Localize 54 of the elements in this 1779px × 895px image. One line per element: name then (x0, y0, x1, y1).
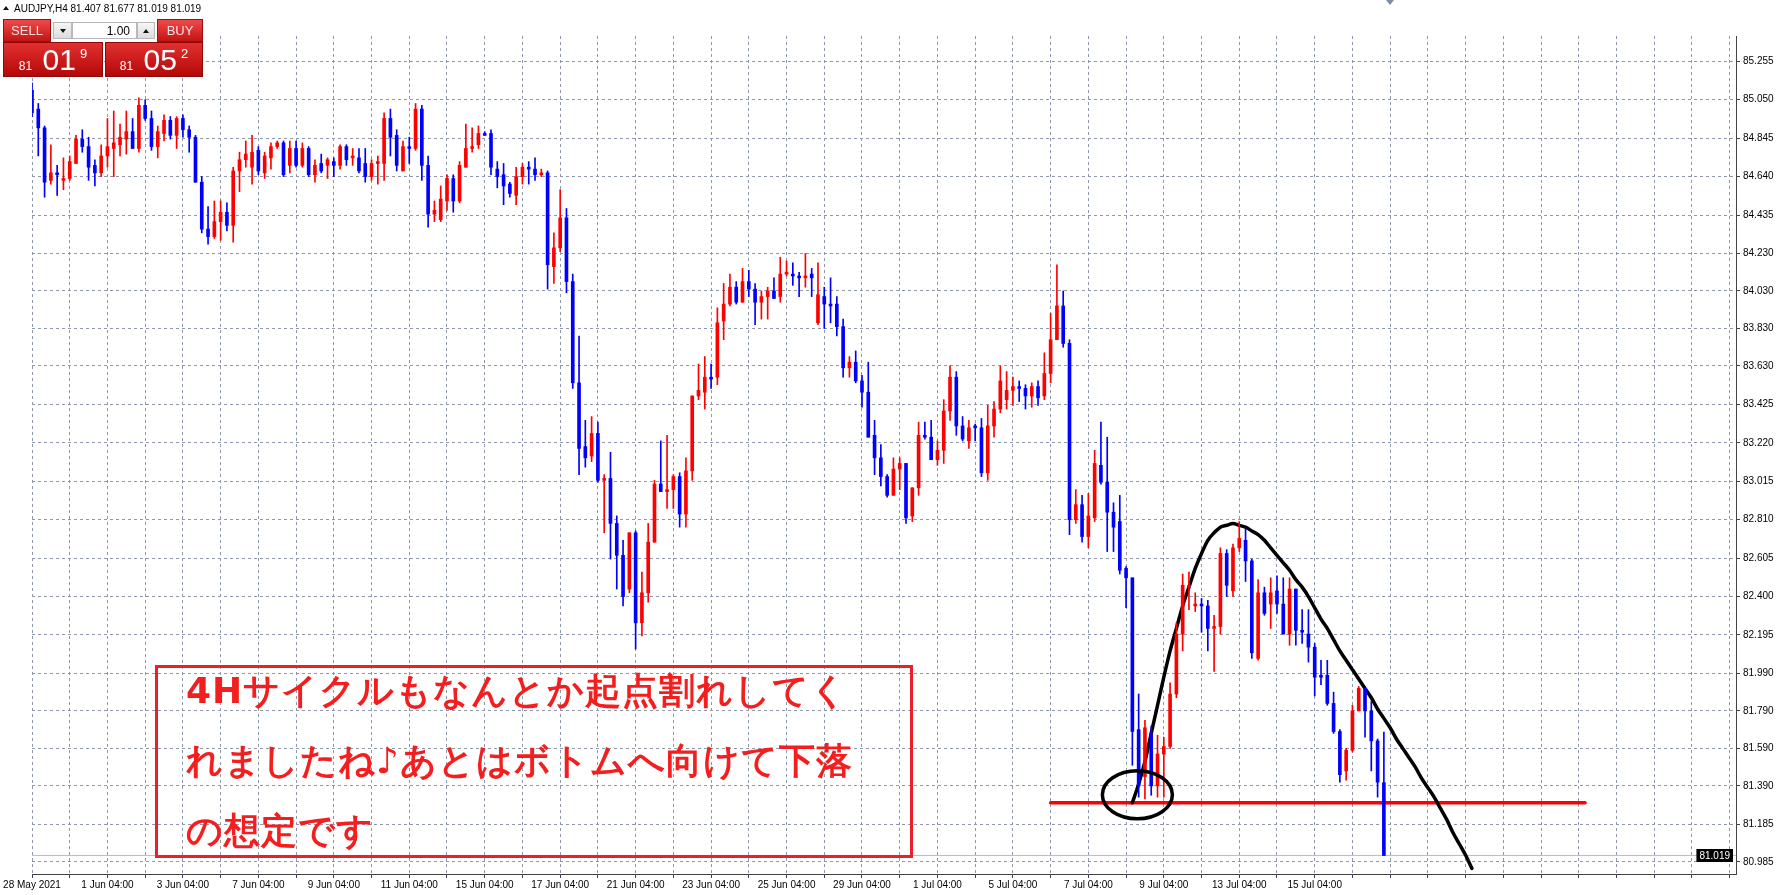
price-box: 81 05$^{2}$ (105, 42, 203, 77)
y-tick-label: 85.255 (1743, 55, 1775, 67)
x-tick-label: 1 Jul 04:00 (912, 878, 963, 890)
y-tick-label: 82.605 (1743, 551, 1775, 563)
y-tick-label: 83.630 (1743, 359, 1775, 371)
x-tick-label: 23 Jun 04:00 (682, 878, 741, 890)
x-tick-label: 15 Jun 04:00 (455, 878, 515, 890)
x-tick-label: 5 Jul 04:00 (988, 878, 1038, 890)
x-tick-label: 1 Jun 04:00 (81, 878, 135, 890)
y-tick-label: 84.030 (1743, 284, 1775, 296)
y-tick-label: 81.185 (1743, 818, 1775, 830)
y-tick-label: 83.220 (1743, 436, 1775, 448)
annotation: SELL (11, 23, 43, 38)
annotation: 4Hサイクルもなんとか起点割れしてくれましたね♪あとはボトムへ向けて下落の想定です (186, 669, 854, 853)
x-tick-label: 13 Jul 04:00 (1212, 878, 1267, 890)
x-tick-label: 7 Jun 04:00 (232, 878, 285, 890)
y-tick-label: 83.015 (1743, 475, 1775, 486)
x-tick-label: 25 Jun 04:00 (757, 878, 816, 890)
y-tick-label: 84.435 (1743, 208, 1775, 220)
y-tick-label: 80.985 (1743, 855, 1775, 867)
y-tick-label: 84.640 (1743, 170, 1775, 182)
y-tick-label: 83.830 (1743, 322, 1775, 334)
y-tick-label: 82.195 (1743, 628, 1775, 640)
x-tick-label: 15 Jul 04:00 (1287, 878, 1343, 890)
ref-line-label: 81.019 (1699, 849, 1731, 861)
y-tick-label: 81.390 (1743, 779, 1775, 791)
buy-button: BUY (157, 19, 203, 42)
annotation: 81 05$^{2}$ (119, 43, 189, 76)
x-tick-label: 7 Jul 04:00 (1063, 878, 1114, 890)
chart-title: AUDJPY,H4 81.407 81.677 81.019 81.019 (14, 2, 202, 14)
annotation: 1.00 (106, 23, 130, 38)
y-tick-label: 82.810 (1743, 513, 1775, 525)
x-tick-label: 3 Jun 04:00 (156, 878, 210, 890)
annotation: BUY (166, 23, 194, 38)
annotation: 81 01$^{9}$ (18, 43, 88, 76)
x-tick-label: 29 Jun 04:00 (833, 878, 892, 890)
y-tick-label: 81.990 (1743, 667, 1775, 679)
y-tick-label: 82.400 (1743, 590, 1775, 602)
x-tick-label: 28 May 2021 (3, 878, 62, 890)
y-tick-label: 83.425 (1743, 398, 1775, 410)
text-box: 4Hサイクルもなんとか起点割れしてくれましたね♪あとはボトムへ向けて下落の想定です (155, 665, 913, 858)
y-tick-label: 81.790 (1743, 704, 1775, 716)
x-tick-label: 17 Jun 04:00 (531, 878, 590, 890)
x-tick-label: 9 Jun 04:00 (307, 878, 361, 890)
y-tick-label: 81.590 (1743, 742, 1775, 754)
input-field: 1.00 (72, 22, 137, 39)
price-box: 81 01$^{9}$ (3, 42, 103, 77)
y-tick-label: 84.230 (1743, 247, 1775, 259)
x-tick-label: 11 Jun 04:00 (380, 878, 439, 890)
x-tick-label: 21 Jun 04:00 (606, 878, 665, 890)
y-tick-label: 85.050 (1743, 93, 1775, 105)
sell-button: SELL (3, 19, 51, 42)
y-tick-label: 84.845 (1743, 131, 1775, 143)
x-tick-label: 9 Jul 04:00 (1139, 878, 1189, 890)
